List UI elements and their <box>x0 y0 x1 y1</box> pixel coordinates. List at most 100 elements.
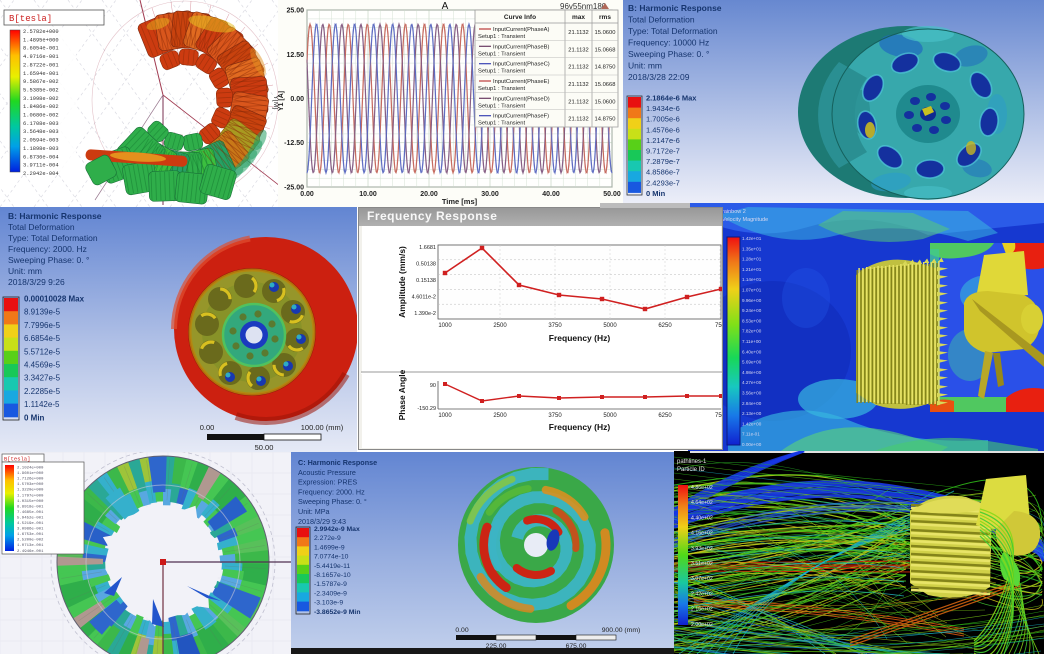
svg-text:2018/3/29 9:43: 2018/3/29 9:43 <box>298 517 346 526</box>
svg-text:0.00e+00: 0.00e+00 <box>742 442 762 447</box>
svg-text:-8.1657e-10: -8.1657e-10 <box>314 572 351 579</box>
svg-text:1.1898e-003: 1.1898e-003 <box>23 146 59 152</box>
svg-text:1.2147e-6: 1.2147e-6 <box>646 136 680 145</box>
svg-text:9.96e+00: 9.96e+00 <box>742 298 762 303</box>
svg-text:7.0774e-10: 7.0774e-10 <box>314 554 349 561</box>
svg-text:2.42e+02: 2.42e+02 <box>691 591 713 597</box>
svg-text:Velocity Magnitude: Velocity Magnitude <box>722 217 768 223</box>
svg-text:InputCurrent(PhaseC): InputCurrent(PhaseC) <box>493 62 550 68</box>
svg-text:3.93e+02: 3.93e+02 <box>691 546 713 552</box>
svg-text:Frequency (Hz): Frequency (Hz) <box>549 422 611 432</box>
svg-text:Frequency (Hz): Frequency (Hz) <box>549 333 611 343</box>
svg-text:3.56e+00: 3.56e+00 <box>742 391 762 396</box>
svg-text:5.69e+00: 5.69e+00 <box>742 360 762 365</box>
svg-text:2.84e+00: 2.84e+00 <box>742 401 762 406</box>
svg-text:90: 90 <box>430 383 436 389</box>
svg-text:1.0713e-001: 1.0713e-001 <box>17 544 44 548</box>
svg-text:7.7996e-5: 7.7996e-5 <box>24 321 61 330</box>
svg-text:1.0680e-002: 1.0680e-002 <box>23 113 59 119</box>
svg-text:Expression: PRES: Expression: PRES <box>298 478 357 487</box>
svg-text:4.4569e-5: 4.4569e-5 <box>24 361 61 370</box>
svg-text:1.1142e-5: 1.1142e-5 <box>24 400 60 409</box>
svg-text:rainbow 2: rainbow 2 <box>722 209 746 215</box>
svg-text:5000: 5000 <box>603 323 617 329</box>
svg-text:pathlines-1: pathlines-1 <box>677 459 707 465</box>
svg-text:rms: rms <box>599 14 611 21</box>
svg-text:-25.00: -25.00 <box>284 185 304 192</box>
svg-text:0.00010028 Max: 0.00010028 Max <box>24 295 85 304</box>
svg-text:Frequency: 10000 Hz: Frequency: 10000 Hz <box>628 38 709 48</box>
svg-text:4.64e+02: 4.64e+02 <box>691 500 713 506</box>
svg-text:0.00: 0.00 <box>455 627 468 634</box>
svg-text:Setup1 : Transient: Setup1 : Transient <box>478 34 525 40</box>
svg-text:750: 750 <box>715 323 723 329</box>
svg-text:50.00: 50.00 <box>255 443 274 452</box>
svg-text:20.00: 20.00 <box>420 191 438 198</box>
svg-text:9.7172e-7: 9.7172e-7 <box>646 147 680 156</box>
svg-text:Sweeping Phase: 0. °: Sweeping Phase: 0. ° <box>298 497 367 506</box>
svg-text:2018/3/28 22:09: 2018/3/28 22:09 <box>628 72 690 82</box>
svg-text:B[tesla]: B[tesla] <box>9 14 52 24</box>
svg-text:9.24e+00: 9.24e+00 <box>742 308 762 313</box>
svg-text:4.27e+00: 4.27e+00 <box>742 380 762 385</box>
svg-text:Type: Total Deformation: Type: Total Deformation <box>8 233 98 243</box>
svg-text:21.1132: 21.1132 <box>568 117 589 123</box>
svg-text:1.9434e-6: 1.9434e-6 <box>646 104 680 113</box>
svg-text:0 Min: 0 Min <box>646 189 666 198</box>
svg-text:InputCurrent(PhaseA): InputCurrent(PhaseA) <box>493 27 549 33</box>
svg-text:1.28e+01: 1.28e+01 <box>742 257 762 262</box>
svg-text:-12.50: -12.50 <box>284 140 304 147</box>
svg-text:Particle ID: Particle ID <box>677 467 705 473</box>
svg-text:8.9139e-5: 8.9139e-5 <box>24 308 61 317</box>
svg-text:Setup1 : Transient: Setup1 : Transient <box>478 121 525 127</box>
svg-text:InputCurrent(PhaseE): InputCurrent(PhaseE) <box>493 79 549 85</box>
svg-text:15.0600: 15.0600 <box>595 30 616 36</box>
svg-text:max: max <box>572 14 585 21</box>
svg-text:Phase Angle: Phase Angle <box>397 369 407 420</box>
svg-text:9.5867e-002: 9.5867e-002 <box>23 79 59 85</box>
svg-text:-3.103e-9: -3.103e-9 <box>314 600 343 607</box>
svg-text:10.00: 10.00 <box>359 191 377 198</box>
svg-text:Acoustic Pressure: Acoustic Pressure <box>298 468 356 477</box>
svg-text:7.11e-01: 7.11e-01 <box>742 432 760 437</box>
svg-text:Unit: mm: Unit: mm <box>628 61 662 71</box>
svg-text:2.2285e-5: 2.2285e-5 <box>24 387 61 396</box>
svg-text:B: Harmonic Response: B: Harmonic Response <box>8 211 102 221</box>
svg-text:Unit: mm: Unit: mm <box>8 266 42 276</box>
svg-text:3.1998e-002: 3.1998e-002 <box>23 96 59 102</box>
svg-text:5.5712e-5: 5.5712e-5 <box>24 347 61 356</box>
svg-text:1.5703e+000: 1.5703e+000 <box>17 483 44 487</box>
svg-text:14.8750: 14.8750 <box>595 65 616 71</box>
svg-text:-3.8652e-9 Min: -3.8652e-9 Min <box>314 609 360 616</box>
svg-text:3.07e+02: 3.07e+02 <box>691 576 713 582</box>
svg-text:Setup1 : Transient: Setup1 : Transient <box>478 69 525 75</box>
svg-text:1.8486e-002: 1.8486e-002 <box>23 104 59 110</box>
svg-text:Setup1 : Transient: Setup1 : Transient <box>478 103 525 109</box>
svg-text:2.272e-9: 2.272e-9 <box>314 535 341 542</box>
svg-text:-150.29: -150.29 <box>417 406 436 412</box>
svg-text:Setup1 : Transient: Setup1 : Transient <box>478 86 525 92</box>
svg-text:0.00: 0.00 <box>290 96 304 103</box>
svg-text:1000: 1000 <box>438 323 452 329</box>
svg-text:Sweeping Phase: 0. °: Sweeping Phase: 0. ° <box>628 49 709 59</box>
svg-text:1.07e+01: 1.07e+01 <box>742 288 762 293</box>
svg-text:2.16e+02: 2.16e+02 <box>691 607 713 613</box>
svg-text:8.8918e-001: 8.8918e-001 <box>17 505 44 509</box>
svg-text:Sweeping Phase: 0. °: Sweeping Phase: 0. ° <box>8 255 89 265</box>
svg-text:4.98e+00: 4.98e+00 <box>742 370 762 375</box>
svg-text:6250: 6250 <box>658 413 672 419</box>
svg-text:3.9711e-004: 3.9711e-004 <box>23 163 59 169</box>
svg-text:Curve Info: Curve Info <box>504 14 536 21</box>
svg-text:1.42e+00: 1.42e+00 <box>742 421 762 426</box>
svg-text:B[tesla]: B[tesla] <box>4 456 30 463</box>
svg-text:-2.3409e-9: -2.3409e-9 <box>314 590 347 597</box>
svg-text:15.0668: 15.0668 <box>595 82 616 88</box>
svg-text:2.13e+00: 2.13e+00 <box>742 411 762 416</box>
svg-text:Time [ms]: Time [ms] <box>442 197 478 206</box>
svg-text:6250: 6250 <box>658 323 672 329</box>
svg-text:-1.5787e-9: -1.5787e-9 <box>314 581 347 588</box>
svg-text:1.4699e-9: 1.4699e-9 <box>314 544 345 551</box>
svg-text:2.00e+02: 2.00e+02 <box>691 622 713 628</box>
svg-text:1.3220e+000: 1.3220e+000 <box>17 489 44 493</box>
svg-text:4.86e+02: 4.86e+02 <box>691 485 713 491</box>
